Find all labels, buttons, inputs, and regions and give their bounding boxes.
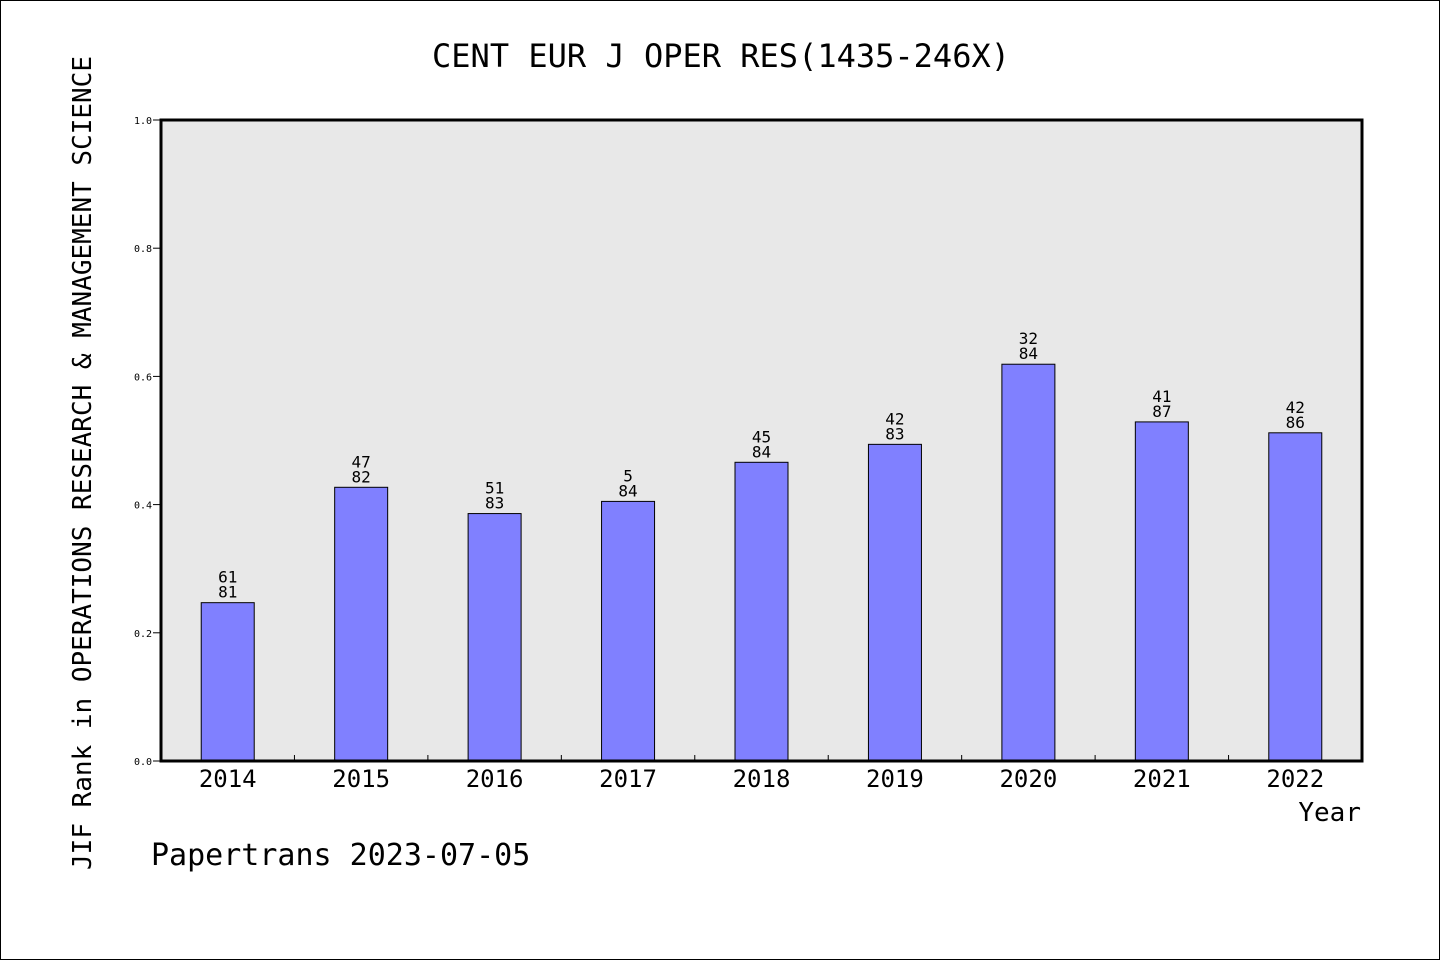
x-tick-label: 2015 xyxy=(332,765,390,793)
bar-total-label: 84 xyxy=(752,442,771,461)
bar-rank-label: 47 xyxy=(352,452,371,471)
y-axis-ticks: 0.0 0.2 0.4 0.6 0.8 1.0 xyxy=(134,116,161,768)
chart-title: CENT EUR J OPER RES(1435-246X) xyxy=(432,37,1010,75)
bar-2020 xyxy=(1001,363,1056,762)
bar-2021 xyxy=(1134,421,1189,762)
bar-total-label: 84 xyxy=(618,481,637,500)
x-tick-label: 2019 xyxy=(866,765,924,793)
x-tick-label: 2020 xyxy=(999,765,1057,793)
bar-rank-label: 5 xyxy=(623,466,633,485)
bar-2022 xyxy=(1268,432,1323,762)
x-tick-label: 2017 xyxy=(599,765,657,793)
bar-rank-label: 42 xyxy=(1286,398,1305,417)
y-axis-label: JIF Rank in OPERATIONS RESEARCH & MANAGE… xyxy=(68,56,98,870)
x-tick-label: 2014 xyxy=(199,765,257,793)
bar-2017 xyxy=(601,500,656,762)
bar-total-label: 81 xyxy=(218,583,237,602)
bar-rank-label: 61 xyxy=(218,568,237,587)
y-tick-label: 0.0 xyxy=(134,757,152,768)
y-tick-label: 0.8 xyxy=(134,244,152,255)
bar-total-label: 87 xyxy=(1152,402,1171,421)
bar-2019 xyxy=(867,443,922,762)
bar-total-label: 82 xyxy=(352,467,371,486)
x-axis-ticks: 2014 2015 2016 2017 2018 2019 2020 2021 2022 xyxy=(199,755,1324,793)
y-tick-label: 1.0 xyxy=(134,116,152,127)
bar-rank-label: 45 xyxy=(752,427,771,446)
bar-rank-label: 32 xyxy=(1019,329,1038,348)
footer-credit: Papertrans 2023-07-05 xyxy=(151,838,530,873)
bar-2016 xyxy=(467,513,522,762)
x-tick-label: 2021 xyxy=(1133,765,1191,793)
x-tick-label: 2018 xyxy=(733,765,791,793)
bar-total-label: 84 xyxy=(1019,344,1038,363)
bar-rank-label: 42 xyxy=(885,409,904,428)
bar-2014 xyxy=(200,602,255,762)
x-tick-label: 2016 xyxy=(466,765,524,793)
bar-rank-label: 41 xyxy=(1152,387,1171,406)
bar-2018 xyxy=(734,461,789,762)
bar-rank-label: 51 xyxy=(485,479,504,498)
y-tick-label: 0.2 xyxy=(134,629,152,640)
bar-2015 xyxy=(334,486,389,762)
y-tick-label: 0.4 xyxy=(134,501,152,512)
plot-frame xyxy=(159,118,1364,763)
bar-total-label: 83 xyxy=(485,494,504,513)
x-tick-label: 2022 xyxy=(1266,765,1324,793)
bar-total-label: 83 xyxy=(885,424,904,443)
y-tick-label: 0.6 xyxy=(134,372,152,383)
x-axis-label: Year xyxy=(1298,798,1361,828)
bar-total-label: 86 xyxy=(1286,413,1305,432)
